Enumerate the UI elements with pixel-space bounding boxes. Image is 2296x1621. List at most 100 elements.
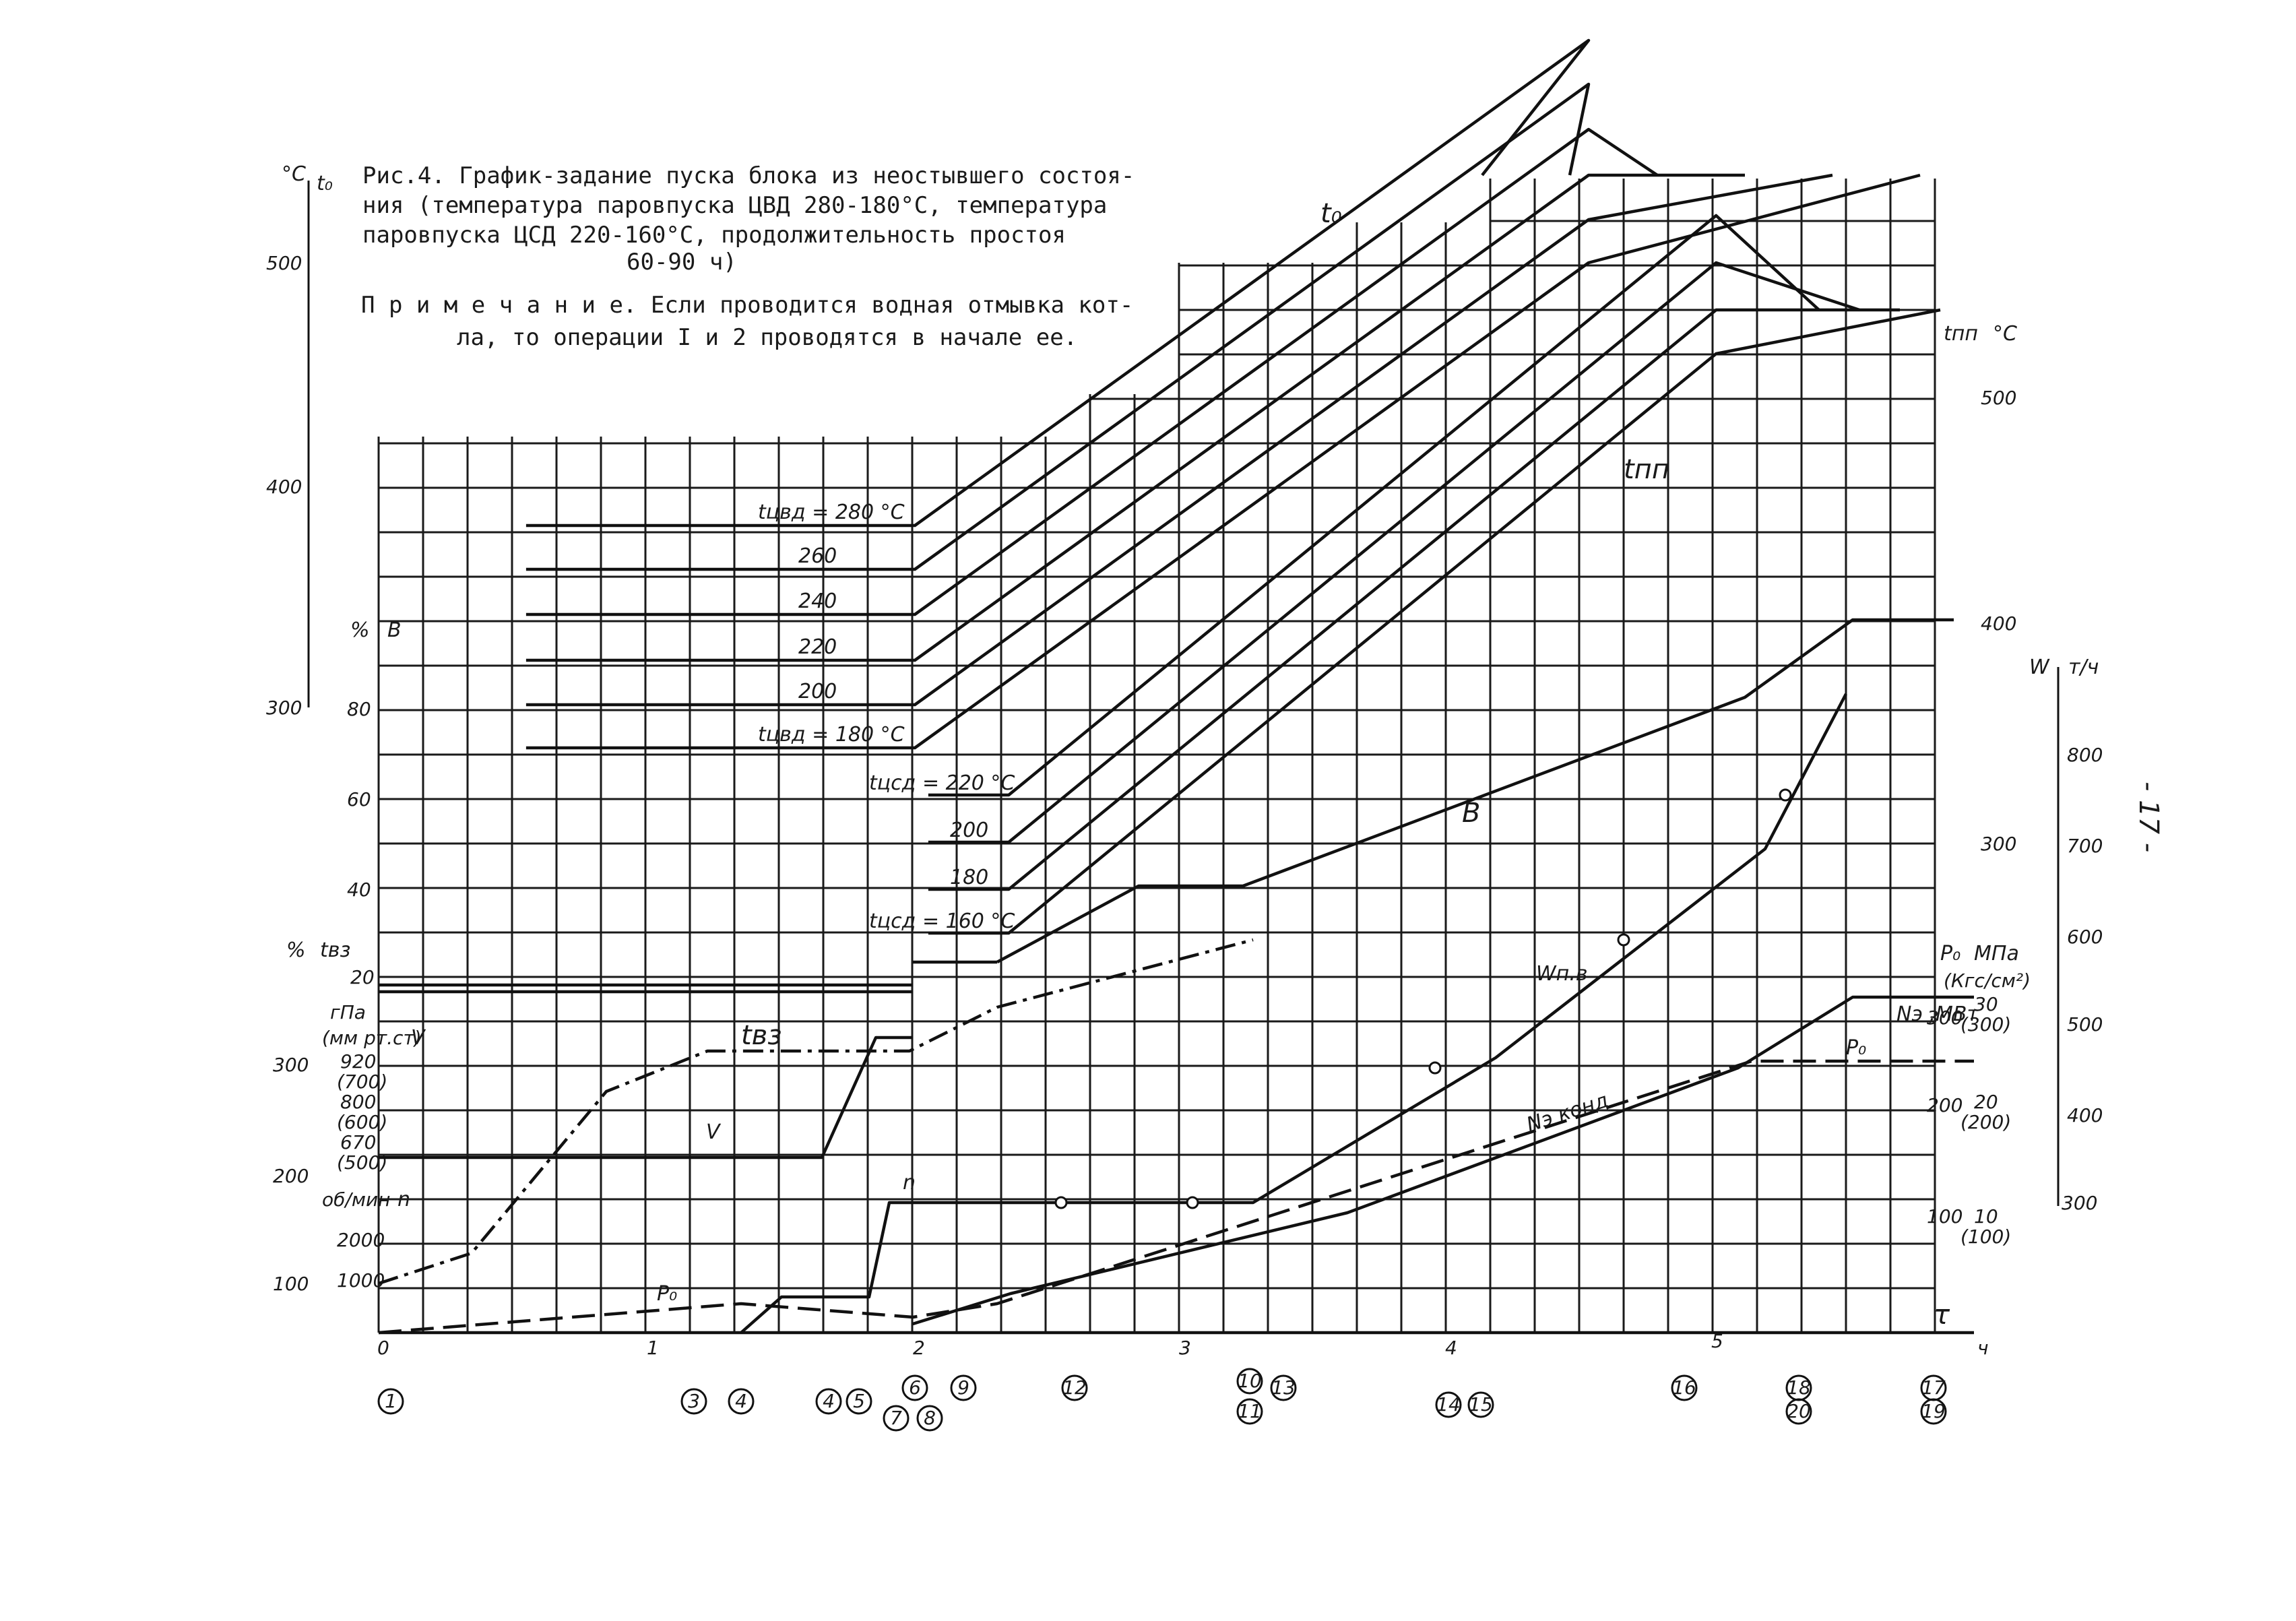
operation-marker-circle-8 <box>950 1374 977 1401</box>
tcsd-labels: tцсд = 220 °C 200 180 tцсд = 160 °C <box>869 771 1015 933</box>
p0-tick-200: (200) <box>1960 1111 2011 1133</box>
figure-note-line1: П р и м е ч а н и е. Если проводится вод… <box>361 292 1133 319</box>
b-tick-60: 60 <box>347 788 371 810</box>
t0-curve-0 <box>525 38 1591 528</box>
x-tick-2: 2 <box>913 1337 925 1359</box>
tcvd-label-0: tцвд = 280 °C <box>758 501 905 524</box>
wpv-curve-label: Wп.в <box>1536 962 1588 986</box>
p0-tick-30: 30 <box>1974 993 1998 1015</box>
operation-marker-circle-1 <box>680 1388 707 1415</box>
tcvd-label-5: tцвд = 180 °C <box>758 723 905 746</box>
tpp-tick-500: 500 <box>1981 387 2016 409</box>
n-curve-label: n <box>903 1171 916 1195</box>
v-tick-920: 920 <box>340 1050 376 1073</box>
t0-curve-1 <box>525 82 1591 571</box>
v-tick-800: 800 <box>340 1091 376 1113</box>
x-tick-5: 5 <box>1711 1330 1723 1352</box>
operation-marker-circle-0 <box>377 1388 404 1415</box>
p0-curve-label-left: P₀ <box>657 1282 677 1306</box>
operation-marker-label-2: 4 <box>735 1390 747 1412</box>
operation-marker-label-15: 16 <box>1672 1376 1696 1399</box>
t0-curve-4 <box>525 173 1833 707</box>
b-tick-80: 80 <box>347 698 371 720</box>
figure-title-line1: Рис.4. График-задание пуска блока из нео… <box>362 162 1135 189</box>
ne-curve-label: Nэ ,МВт <box>1896 1003 1979 1026</box>
operation-marker-circle-13 <box>1435 1391 1462 1418</box>
figure-title-line3: паровпуска ЦСД 220-160°С, продолжительно… <box>362 222 1066 249</box>
left-tick-200: 200 <box>273 1165 309 1187</box>
operation-marker-label-10: 10 <box>1238 1370 1262 1392</box>
curve-marker-1 <box>1186 1196 1199 1209</box>
tvz-curve-label: tвз <box>741 1020 782 1051</box>
b-tick-40: 40 <box>347 879 371 901</box>
v-tick-500: (500) <box>337 1151 387 1174</box>
v-axis-unit: гПа <box>330 1001 366 1023</box>
p0-axis-unit: МПа <box>1974 942 2019 965</box>
t0-axis-label: t₀ <box>317 172 333 195</box>
w-tick-500: 500 <box>2067 1013 2103 1036</box>
t0-tick-400: 400 <box>266 476 302 498</box>
p0-tick-300: (300) <box>1960 1013 2011 1036</box>
curve-marker-0 <box>1054 1196 1068 1209</box>
tpp-tick-300: 300 <box>1981 833 2016 855</box>
chart-grid <box>377 179 1974 1335</box>
x-tick-0: 0 <box>377 1337 389 1359</box>
x-tick-3: 3 <box>1179 1337 1191 1359</box>
operation-marker-label-7: 8 <box>924 1407 936 1429</box>
operation-marker-circle-10 <box>1236 1368 1263 1395</box>
curve-marker-4 <box>1779 788 1792 802</box>
v-tick-670: 670 <box>340 1131 376 1153</box>
ne-tick-100: 100 <box>1927 1205 1963 1228</box>
tvz-axis-unit: % <box>286 939 306 962</box>
b-axis-unit: % <box>350 618 370 642</box>
operation-marker-circle-19 <box>1920 1398 1947 1425</box>
curve-marker-3 <box>1617 933 1630 947</box>
tcsd-label-1: 200 <box>950 819 988 842</box>
operation-marker-circle-11 <box>1236 1398 1263 1425</box>
figure-title-line2: ния (температура паровпуска ЦВД 280-180°… <box>362 192 1107 219</box>
operation-marker-label-9: 12 <box>1062 1376 1087 1399</box>
operation-marker-label-4: 5 <box>853 1390 865 1412</box>
operation-marker-label-13: 14 <box>1436 1393 1461 1416</box>
operation-marker-label-17: 20 <box>1787 1400 1811 1422</box>
p0-tick-100: (100) <box>1960 1226 2011 1248</box>
w-tick-800: 800 <box>2067 744 2103 766</box>
operation-marker-label-0: 1 <box>385 1390 397 1412</box>
ne-kond-curve <box>912 995 1974 1326</box>
tcsd-label-2: 180 <box>950 866 988 889</box>
b-curve-label: B <box>1462 798 1480 829</box>
n-tick-1000: 1000 <box>337 1269 385 1292</box>
t0-tick-300: 300 <box>266 697 302 719</box>
operation-marker-label-8: 9 <box>957 1376 969 1399</box>
t0-curve-2 <box>525 127 1659 616</box>
operation-marker-label-14: 15 <box>1469 1393 1493 1416</box>
ne-tick-200: 200 <box>1927 1094 1963 1116</box>
tcvd-label-3: 220 <box>798 635 837 659</box>
v-tick-700: (700) <box>337 1071 387 1093</box>
axes: °С t₀ 500 400 300 % B 80 60 40 20 % tвз … <box>266 162 2103 1359</box>
x-tick-4: 4 <box>1445 1337 1457 1359</box>
operation-marker-circle-6 <box>883 1405 910 1432</box>
tvz-curve <box>378 938 1254 1285</box>
tcsd-label-0: tцсд = 220 °C <box>869 771 1015 795</box>
x-axis-label: τ <box>1934 1300 1950 1331</box>
p0-axis-unit-alt: (Кгс/см²) <box>1944 970 2031 992</box>
tcvd-label-2: 240 <box>798 590 837 613</box>
b-curve <box>996 618 1954 963</box>
tcvd-labels: tцвд = 280 °C 260 240 220 200 tцвд = 180 °C <box>758 501 905 746</box>
w-tick-700: 700 <box>2067 835 2103 857</box>
tpp-axis-label-right: tпп <box>1944 322 1978 346</box>
n-axis-unit: об/мин <box>322 1188 390 1211</box>
operation-marker-circle-15 <box>1671 1374 1698 1401</box>
b-axis-label: B <box>387 618 402 642</box>
t0-curve-5 <box>525 173 1921 750</box>
operation-marker-label-19: 19 <box>1921 1400 1946 1422</box>
operation-marker-label-12: 13 <box>1271 1376 1296 1399</box>
operation-marker-circle-5 <box>901 1374 928 1401</box>
wpv-curve <box>913 693 1847 1205</box>
p0-curve-label-right: P₀ <box>1846 1036 1866 1060</box>
t0-tick-500: 500 <box>266 252 302 274</box>
tpp-curve-0 <box>928 214 1820 797</box>
w-tick-600: 600 <box>2067 926 2103 948</box>
